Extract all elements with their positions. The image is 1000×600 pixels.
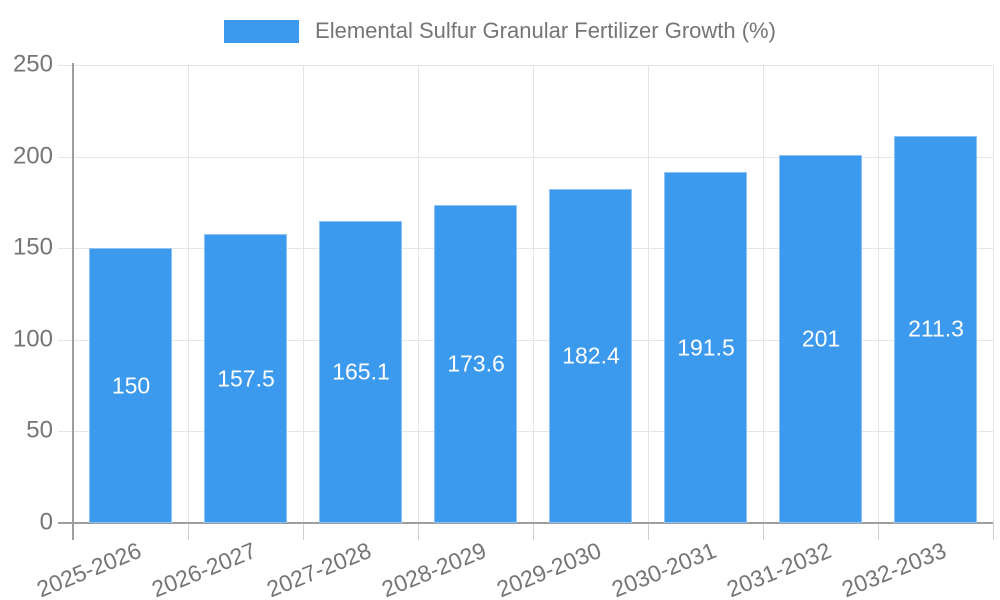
gridline-vertical [763, 65, 764, 523]
bar-value-label: 201 [801, 325, 841, 352]
bar-2029-2030[interactable] [549, 189, 632, 523]
bar-value-label: 157.5 [217, 365, 275, 392]
y-axis-tick-label: 100 [12, 325, 53, 353]
x-axis-tick [188, 523, 189, 540]
chart-legend[interactable]: Elemental Sulfur Granular Fertilizer Gro… [0, 18, 1000, 44]
gridline-vertical [533, 65, 534, 523]
bar-value-label: 211.3 [908, 315, 964, 342]
gridline-vertical [993, 65, 994, 523]
y-axis-line [72, 63, 74, 540]
y-axis-tick-label: 250 [12, 50, 53, 78]
x-axis-line [58, 522, 993, 524]
y-axis-tick [58, 65, 73, 66]
bar-value-label: 182.4 [562, 342, 620, 369]
gridline-vertical [878, 65, 879, 523]
x-axis-category-label: 2027-2028 [263, 537, 375, 600]
x-axis-tick [993, 523, 994, 540]
bar-2028-2029[interactable] [434, 205, 517, 523]
y-axis-tick [58, 248, 73, 249]
x-axis-tick [418, 523, 419, 540]
gridline-vertical [418, 65, 419, 523]
x-axis-category-label: 2030-2031 [608, 537, 720, 600]
y-axis-tick [58, 431, 73, 432]
x-axis-category-label: 2026-2027 [148, 537, 260, 600]
bar-value-label: 191.5 [677, 334, 735, 361]
bar-2030-2031[interactable] [664, 172, 747, 523]
bar-2025-2026[interactable] [89, 248, 172, 523]
bar-value-label: 165.1 [332, 358, 390, 385]
gridline-vertical [188, 65, 189, 523]
bar-2026-2027[interactable] [204, 234, 287, 523]
bar-2031-2032[interactable] [779, 155, 862, 523]
y-axis-tick-label: 200 [12, 142, 53, 170]
x-axis-tick [303, 523, 304, 540]
x-axis-tick [648, 523, 649, 540]
gridline-vertical [303, 65, 304, 523]
y-axis-tick [58, 340, 73, 341]
y-axis-tick [58, 157, 73, 158]
gridline-vertical [648, 65, 649, 523]
legend-swatch-icon [224, 19, 300, 43]
bar-value-label: 173.6 [447, 350, 505, 377]
bar-2027-2028[interactable] [319, 221, 402, 523]
x-axis-category-label: 2029-2030 [493, 537, 605, 600]
legend-label: Elemental Sulfur Granular Fertilizer Gro… [315, 18, 776, 43]
x-axis-category-label: 2032-2033 [838, 537, 950, 600]
x-axis-category-label: 2031-2032 [723, 537, 835, 600]
x-axis-category-label: 2025-2026 [33, 537, 145, 600]
x-axis-tick [878, 523, 879, 540]
bar-2032-2033[interactable] [894, 136, 977, 523]
y-axis-tick-label: 150 [12, 233, 53, 261]
x-axis-tick [533, 523, 534, 540]
y-axis-tick-label: 0 [39, 508, 53, 536]
bar-value-label: 150 [111, 372, 151, 399]
x-axis-tick [763, 523, 764, 540]
y-axis-tick-label: 50 [26, 416, 53, 444]
x-axis-category-label: 2028-2029 [378, 537, 490, 600]
